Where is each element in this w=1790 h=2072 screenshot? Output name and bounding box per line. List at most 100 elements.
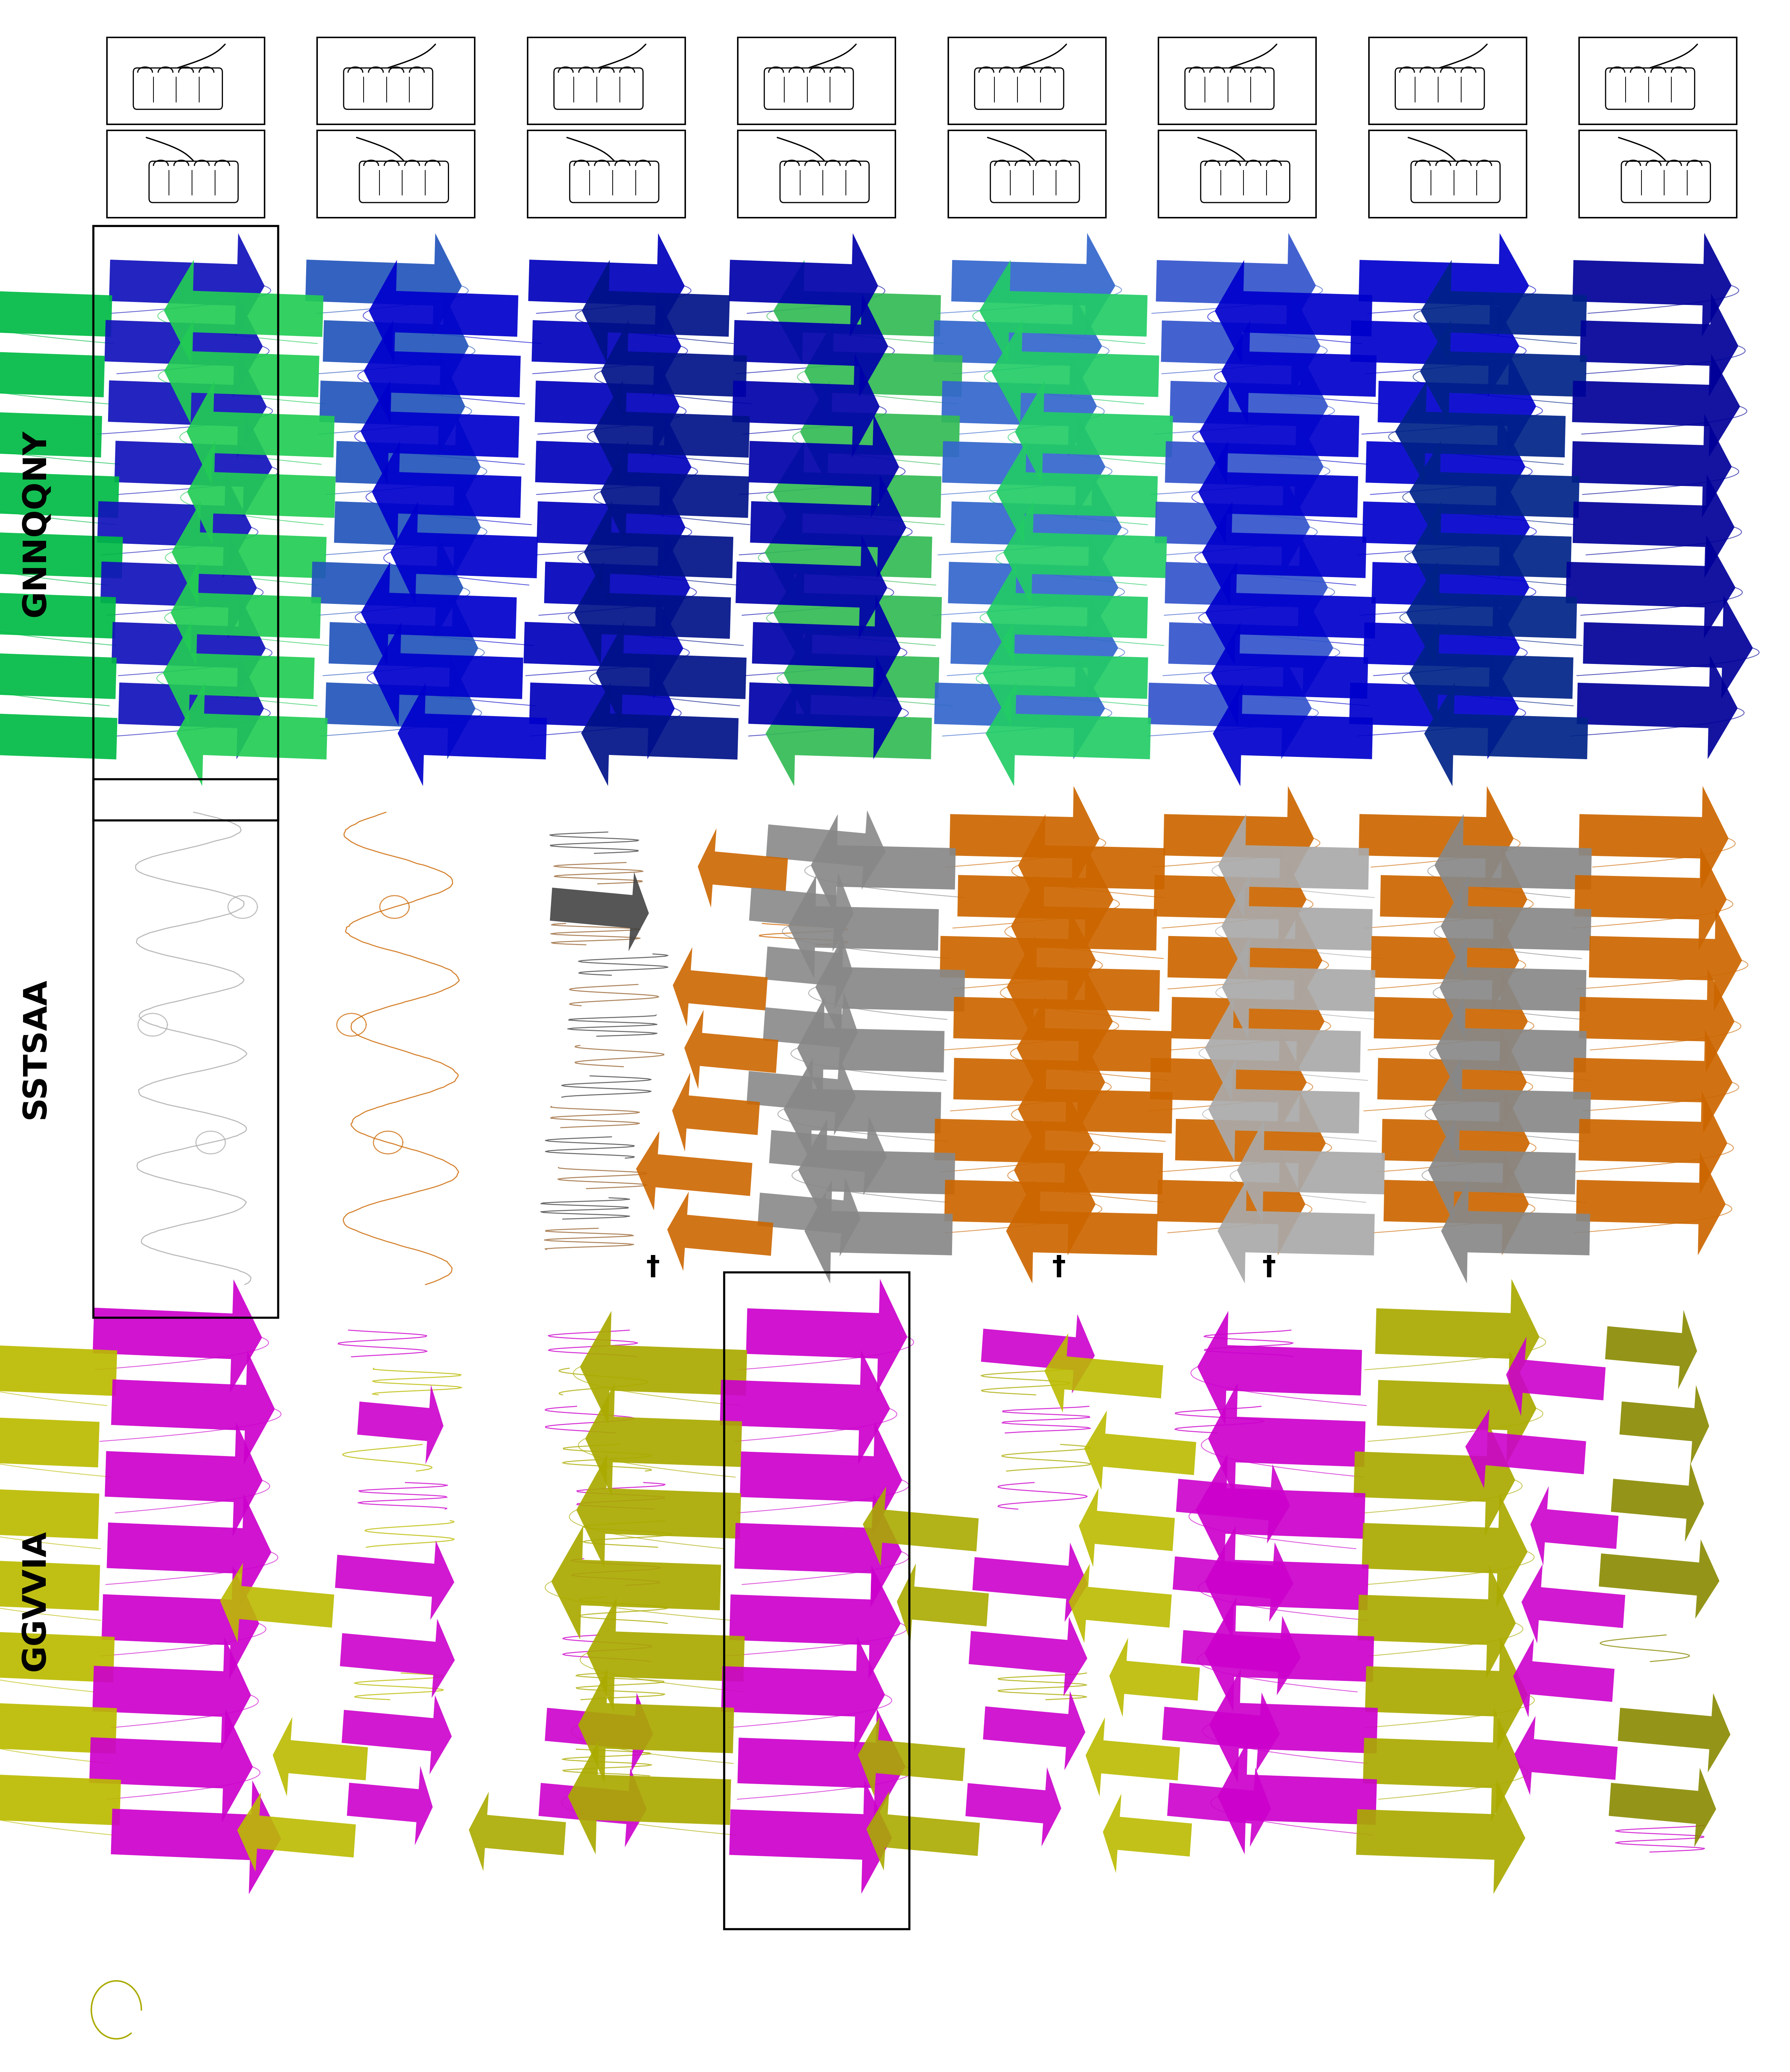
Text: †: † — [1053, 1254, 1065, 1280]
FancyArrow shape — [773, 562, 942, 665]
FancyArrow shape — [360, 381, 519, 485]
FancyArrow shape — [1165, 535, 1328, 638]
FancyArrow shape — [940, 908, 1095, 1011]
FancyArrow shape — [0, 1312, 116, 1426]
FancyArrow shape — [897, 1564, 988, 1643]
FancyArrow shape — [954, 1030, 1104, 1133]
FancyArrow shape — [1237, 1119, 1385, 1222]
FancyArrow shape — [1375, 1278, 1539, 1392]
FancyArrow shape — [1572, 354, 1740, 458]
Bar — [737, 37, 895, 124]
FancyArrow shape — [1164, 785, 1314, 889]
FancyArrow shape — [804, 321, 963, 425]
Bar — [528, 37, 686, 124]
FancyArrow shape — [104, 1421, 263, 1535]
FancyArrow shape — [1530, 1486, 1618, 1566]
FancyArrow shape — [397, 682, 548, 785]
FancyArrow shape — [163, 622, 315, 725]
FancyArrow shape — [673, 947, 768, 1026]
FancyBboxPatch shape — [1201, 162, 1291, 203]
FancyArrow shape — [544, 1693, 653, 1772]
Bar — [107, 37, 265, 124]
FancyArrow shape — [1174, 1090, 1326, 1193]
Text: †: † — [646, 1254, 659, 1280]
FancyArrow shape — [1373, 970, 1529, 1073]
FancyArrow shape — [797, 997, 945, 1100]
FancyArrow shape — [1577, 655, 1738, 758]
FancyArrow shape — [1085, 1718, 1180, 1796]
FancyArrow shape — [1217, 1740, 1377, 1854]
Bar — [317, 37, 474, 124]
FancyArrow shape — [739, 1421, 902, 1535]
FancyArrow shape — [363, 321, 521, 423]
FancyArrow shape — [115, 414, 272, 518]
FancyArrow shape — [567, 1740, 730, 1854]
FancyArrow shape — [111, 595, 265, 698]
FancyArrow shape — [1514, 1716, 1618, 1794]
FancyArrow shape — [535, 414, 691, 518]
FancyArrow shape — [933, 294, 1103, 398]
FancyArrow shape — [601, 321, 746, 425]
FancyArrow shape — [236, 1792, 356, 1871]
FancyArrow shape — [934, 655, 1104, 758]
FancyArrow shape — [1377, 1030, 1527, 1133]
FancyArrow shape — [942, 414, 1106, 518]
FancyArrow shape — [748, 657, 902, 760]
FancyBboxPatch shape — [974, 68, 1063, 110]
FancyArrow shape — [1380, 847, 1527, 951]
FancyBboxPatch shape — [344, 68, 433, 110]
Text: †: † — [1262, 1254, 1276, 1280]
FancyArrow shape — [329, 595, 478, 698]
FancyArrow shape — [981, 1314, 1095, 1392]
FancyArrow shape — [587, 1598, 745, 1711]
FancyArrow shape — [335, 1542, 455, 1620]
FancyArrow shape — [784, 622, 940, 725]
FancyArrow shape — [580, 1312, 746, 1426]
Bar — [949, 131, 1106, 218]
FancyArrow shape — [1205, 562, 1377, 665]
FancyArrow shape — [1353, 1421, 1514, 1535]
FancyArrow shape — [551, 1525, 721, 1639]
FancyBboxPatch shape — [764, 68, 854, 110]
FancyArrow shape — [0, 1668, 116, 1782]
FancyArrow shape — [1522, 1564, 1625, 1643]
FancyArrow shape — [1366, 1637, 1529, 1751]
FancyArrow shape — [369, 259, 519, 363]
FancyArrow shape — [1205, 997, 1360, 1100]
FancyArrow shape — [1371, 908, 1520, 1011]
FancyArrow shape — [93, 1278, 261, 1392]
FancyArrow shape — [1412, 501, 1572, 605]
FancyArrow shape — [997, 441, 1158, 545]
FancyArrow shape — [1357, 1564, 1516, 1678]
FancyArrow shape — [1162, 1693, 1280, 1772]
FancyArrow shape — [1421, 259, 1588, 363]
FancyArrow shape — [1566, 535, 1736, 638]
FancyArrow shape — [1581, 294, 1738, 398]
Bar — [107, 131, 265, 218]
FancyArrow shape — [804, 1179, 952, 1283]
FancyArrow shape — [1110, 1637, 1199, 1718]
FancyArrow shape — [784, 1059, 942, 1162]
FancyArrow shape — [93, 1637, 251, 1751]
Bar — [93, 226, 277, 821]
FancyArrow shape — [950, 595, 1119, 698]
FancyArrow shape — [0, 1598, 115, 1711]
FancyArrow shape — [272, 1718, 369, 1796]
FancyArrow shape — [729, 1564, 900, 1678]
FancyArrow shape — [1156, 1152, 1305, 1256]
FancyArrow shape — [528, 234, 686, 338]
FancyArrow shape — [1156, 232, 1316, 336]
Bar — [1369, 131, 1527, 218]
FancyArrow shape — [1155, 474, 1310, 578]
FancyBboxPatch shape — [1411, 162, 1500, 203]
FancyArrow shape — [578, 1668, 734, 1782]
FancyArrow shape — [788, 874, 938, 978]
FancyArrow shape — [1575, 1152, 1726, 1256]
FancyArrow shape — [773, 259, 942, 363]
FancyArrow shape — [104, 294, 263, 398]
FancyArrow shape — [1377, 1351, 1536, 1465]
FancyArrow shape — [100, 535, 258, 638]
FancyArrow shape — [1350, 655, 1520, 758]
FancyArrow shape — [390, 501, 537, 605]
FancyArrow shape — [1079, 1488, 1174, 1566]
